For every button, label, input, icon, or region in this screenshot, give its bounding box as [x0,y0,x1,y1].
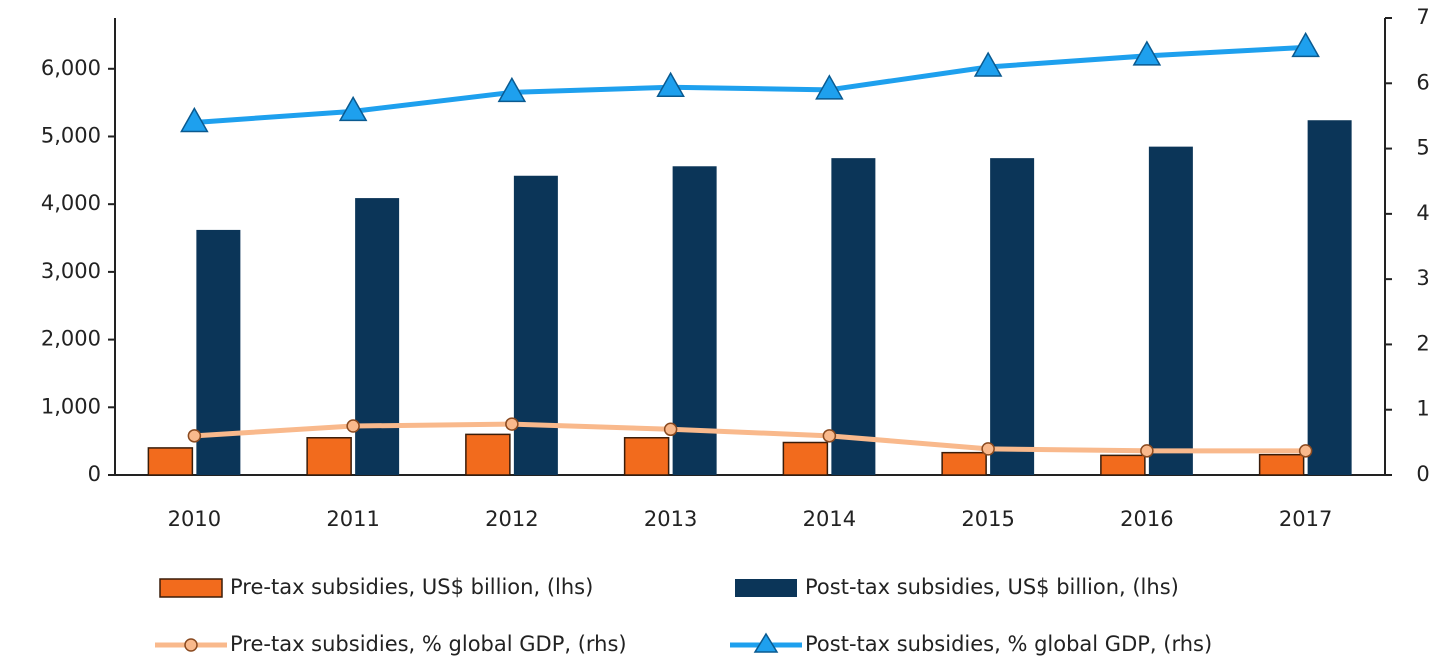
x-tick-label: 2012 [485,507,538,531]
y2-tick-label: 0 [1416,462,1429,486]
y-tick-label: 4,000 [41,191,101,215]
bar [1148,146,1193,476]
marker [346,419,360,433]
marker [822,429,837,443]
legend-swatch [159,578,223,598]
y-tick-label: 5,000 [41,123,101,147]
y2-tick-label: 6 [1416,70,1429,94]
bar [1258,453,1305,476]
y-tick-label: 0 [88,462,101,486]
y2-tick-label: 3 [1416,266,1429,290]
marker [1298,444,1313,458]
marker [1291,31,1320,58]
marker [338,95,368,122]
bar [623,437,670,476]
marker [1140,444,1154,458]
bar [672,166,717,475]
legend-label: Post-tax subsidies, US$ billion, (lhs) [805,575,1179,599]
bar [831,158,876,475]
marker [180,106,209,133]
legend-label: Pre-tax subsidies, % global GDP, (rhs) [230,632,627,656]
x-tick-label: 2017 [1279,507,1332,531]
marker [187,429,202,443]
bar [147,447,194,476]
marker [656,71,685,97]
line [194,44,1306,125]
marker [1132,40,1162,66]
x-tick-label: 2011 [326,507,379,531]
y2-tick-label: 2 [1416,331,1429,355]
bar [990,158,1035,475]
y2-tick-label: 7 [1416,5,1429,29]
legend-label: Pre-tax subsidies, US$ billion, (lhs) [230,575,593,599]
y2-tick-label: 4 [1416,201,1429,225]
marker [981,442,995,456]
x-tick-label: 2014 [803,507,856,531]
x-tick-label: 2010 [168,507,221,531]
bar [941,451,987,476]
marker [497,76,527,103]
x-tick-label: 2016 [1120,507,1173,531]
line [194,421,1306,454]
x-tick-label: 2013 [644,507,697,531]
x-tick-label: 2015 [961,507,1014,531]
bar [196,229,241,475]
y-tick-label: 2,000 [41,327,101,351]
marker [505,417,519,431]
marker [815,74,844,100]
y-tick-label: 6,000 [41,56,101,80]
bar [465,433,511,476]
legend-swatch [735,579,797,597]
legend-label: Post-tax subsidies, % global GDP, (rhs) [805,632,1212,656]
bar [1100,454,1146,476]
y2-tick-label: 5 [1416,136,1429,160]
bar [1307,120,1352,475]
bar [513,175,558,475]
marker [663,422,678,437]
bar [355,198,400,475]
y2-tick-label: 1 [1416,397,1429,421]
legend-marker [753,632,779,653]
y-tick-label: 3,000 [41,259,101,283]
marker [973,51,1003,77]
y-tick-label: 1,000 [41,394,101,418]
bar [306,437,352,476]
bar [782,441,829,476]
legend-marker [184,638,198,652]
